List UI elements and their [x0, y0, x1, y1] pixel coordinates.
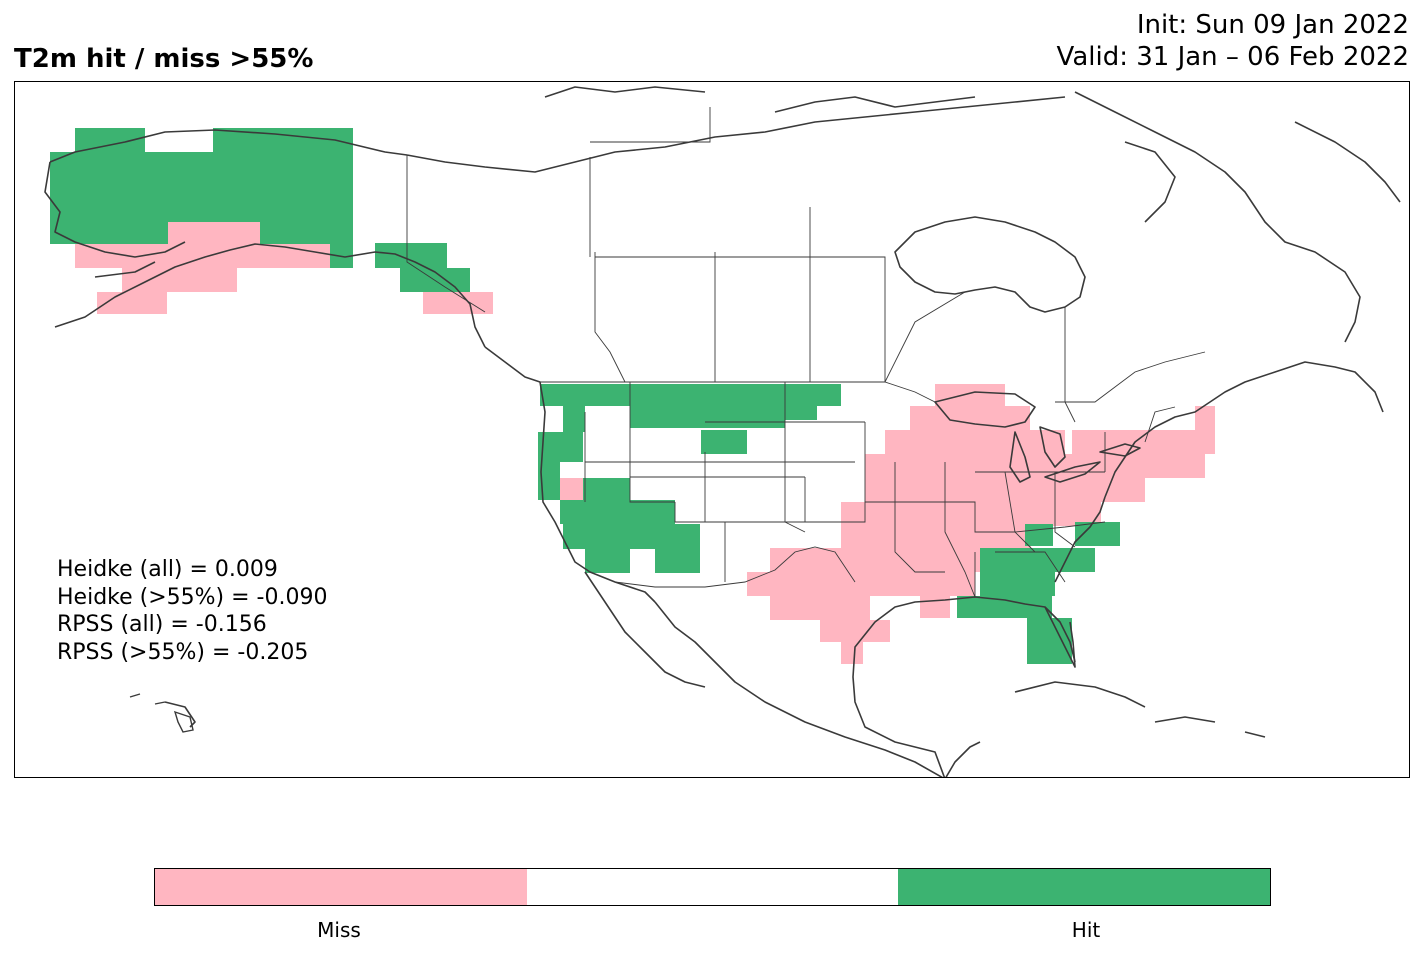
miss-cell	[1195, 406, 1215, 430]
coastlines	[44, 86, 1401, 777]
miss-cell	[122, 268, 237, 292]
rpss-55: RPSS (>55%) = -0.205	[57, 639, 309, 665]
hit-cell	[50, 152, 353, 176]
colorbar-neutral	[526, 869, 899, 905]
hit-cell	[1027, 640, 1072, 664]
miss-cell	[870, 548, 980, 572]
miss-cell	[895, 572, 975, 596]
miss-cell	[560, 478, 585, 500]
miss-cell	[770, 548, 830, 572]
hit-cell	[563, 406, 585, 432]
colorbar	[154, 868, 1271, 906]
miss-cell	[841, 502, 1101, 526]
skill-scores: Heidke (all) = 0.009 Heidke (>55%) = -0.…	[57, 556, 327, 666]
colorbar-hit	[898, 869, 1271, 905]
miss-cell	[935, 384, 1005, 408]
heidke-55: Heidke (>55%) = -0.090	[57, 584, 328, 610]
miss-cell	[1072, 430, 1215, 454]
hit-cell	[783, 406, 817, 420]
hit-cell	[375, 243, 447, 268]
hit-cell	[540, 384, 585, 406]
hit-cell	[585, 548, 630, 573]
hit-cell	[538, 432, 583, 462]
colorbar-label-hit: Hit	[1071, 918, 1101, 942]
miss-cell	[423, 292, 493, 314]
miss-cell	[910, 406, 1030, 430]
miss-cell	[820, 620, 890, 642]
colorbar-miss	[155, 869, 527, 905]
hit-cell	[538, 462, 560, 500]
hit-cell	[50, 200, 353, 222]
miss-cell	[770, 596, 870, 620]
hit-cell	[655, 524, 700, 549]
map-canvas	[44, 86, 1401, 777]
hit-cell	[1027, 618, 1072, 640]
borders	[406, 107, 1206, 598]
map-title: T2m hit / miss >55%	[14, 44, 314, 74]
map-panel	[14, 81, 1410, 778]
init-date: Init: Sun 09 Jan 2022	[1136, 10, 1409, 40]
miss-cell	[885, 430, 1065, 454]
hit-cell	[560, 500, 675, 524]
hawaii-islands	[129, 693, 194, 733]
hit-cell	[1025, 524, 1053, 546]
hit-cell	[630, 406, 785, 428]
miss-cell	[841, 642, 863, 664]
miss-cell	[841, 526, 1031, 550]
miss-cell	[168, 222, 260, 244]
hit-cell	[701, 430, 747, 454]
hit-cell	[1075, 522, 1120, 546]
hit-cell	[655, 548, 700, 573]
hit-cell	[50, 222, 168, 244]
valid-period: Valid: 31 Jan – 06 Feb 2022	[1056, 42, 1409, 72]
hit-cell	[50, 176, 353, 200]
hit-cell	[260, 222, 353, 244]
hit-cell	[957, 596, 1052, 618]
miss-cell	[865, 478, 1105, 502]
hit-cell	[630, 384, 800, 406]
hit-cell	[980, 572, 1055, 596]
colorbar-label-miss: Miss	[317, 918, 361, 942]
hit-cell	[583, 478, 630, 502]
heidke-all: Heidke (all) = 0.009	[57, 557, 278, 582]
miss-cell	[97, 292, 167, 314]
hit-cell	[585, 384, 630, 406]
rpss-all: RPSS (all) = -0.156	[57, 612, 267, 637]
hit-cell	[783, 384, 841, 406]
miss-cell	[1080, 454, 1205, 478]
